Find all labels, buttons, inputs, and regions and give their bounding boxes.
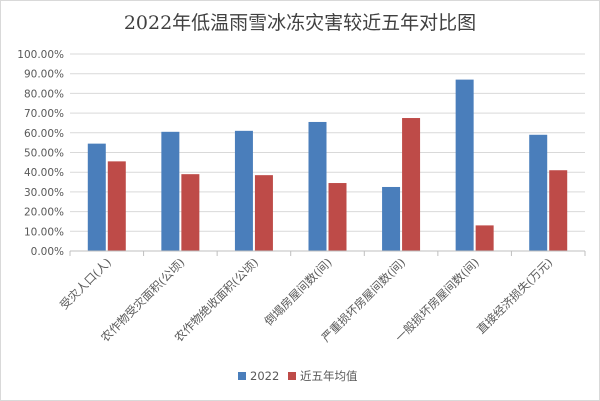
legend-label: 2022 [250, 369, 279, 383]
bar-series-5yr-avg [181, 174, 200, 251]
bar-series-5yr-avg [107, 161, 126, 251]
bar-series-2022 [455, 79, 474, 251]
bar-series-2022 [234, 130, 253, 251]
legend-swatch [238, 372, 246, 380]
bar-series-2022 [382, 186, 401, 251]
y-tick-label: 20.00% [24, 207, 64, 219]
y-tick-label: 30.00% [24, 187, 64, 199]
bar-series-2022 [308, 121, 327, 251]
y-axis-ticks: 0.00% 10.00% 20.00% 30.00% 40.00% 50.00% 60.00… [17, 49, 64, 258]
category-label: 倒塌房屋间数(间) [261, 255, 334, 328]
gridlines [70, 53, 585, 252]
bars [87, 79, 568, 252]
bar-series-2022 [161, 131, 180, 251]
bar-series-5yr-avg [549, 170, 568, 251]
y-tick-label: 100.00% [17, 49, 64, 61]
y-tick-label: 70.00% [24, 108, 64, 120]
category-label: 直接经济损失(万元) [474, 255, 555, 336]
legend-label: 近五年均值 [300, 369, 358, 383]
bar-series-2022 [529, 134, 548, 251]
y-tick-label: 60.00% [24, 128, 64, 140]
y-tick-label: 90.00% [24, 69, 64, 81]
y-tick-label: 40.00% [24, 167, 64, 179]
category-labels: 受灾人口(人)农作物受灾面积(公顷)农作物绝收面积(公顷) 倒塌房屋间数(间)严重… [57, 255, 555, 344]
category-label: 一般损坏房屋间数(间) [392, 255, 481, 344]
x-axis [69, 250, 586, 256]
bar-series-5yr-avg [254, 175, 273, 251]
bar-series-5yr-avg [328, 183, 347, 251]
bar-series-5yr-avg [402, 118, 421, 252]
chart-title: 2022年低温雨雪冰冻灾害较近五年对比图 [123, 12, 477, 34]
y-tick-label: 50.00% [24, 148, 64, 160]
y-tick-label: 80.00% [24, 88, 64, 100]
legend-swatch [288, 372, 296, 380]
bar-series-2022 [87, 143, 106, 251]
category-label: 受灾人口(人) [57, 255, 114, 312]
bar-series-5yr-avg [475, 225, 494, 251]
y-tick-label: 0.00% [31, 246, 64, 258]
category-label: 农作物绝收面积(公顷) [172, 255, 261, 344]
y-tick-label: 10.00% [24, 226, 64, 238]
legend: 2022 近五年均值 [238, 369, 358, 383]
